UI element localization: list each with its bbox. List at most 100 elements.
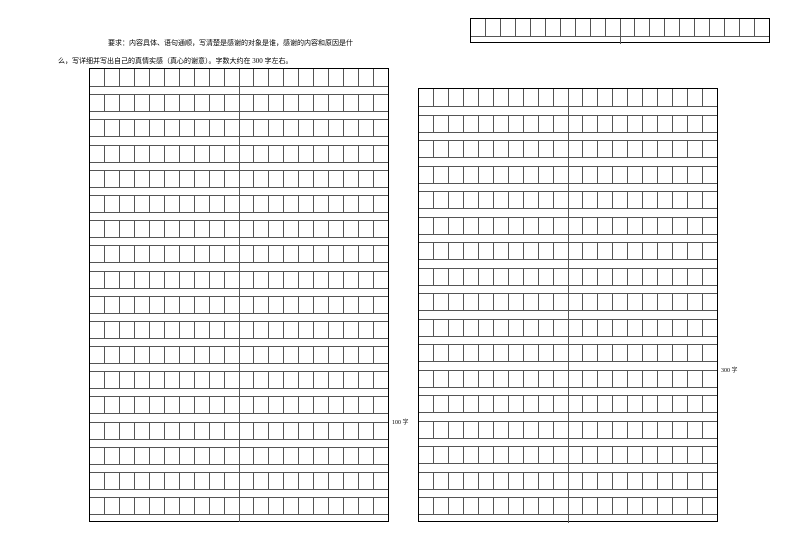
grid-cell	[493, 141, 508, 157]
grid-gap-half	[419, 209, 568, 217]
grid-cell	[358, 397, 373, 413]
grid-cell	[104, 69, 119, 86]
grid-cell	[358, 347, 373, 363]
grid-cell	[224, 171, 239, 187]
grid-row-cells	[90, 296, 388, 313]
grid-cell	[119, 171, 134, 187]
grid-cell	[358, 69, 373, 86]
grid-cell	[164, 221, 179, 237]
grid-row-cells	[90, 371, 388, 388]
grid-gap-half	[90, 314, 239, 321]
grid-cell	[702, 447, 717, 463]
grid-row-cells	[90, 346, 388, 363]
grid-cell	[419, 371, 433, 387]
grid-row-cells	[419, 497, 717, 514]
grid-row-gap	[90, 136, 388, 144]
grid-cell	[582, 218, 597, 234]
grid-cell	[253, 120, 268, 136]
grid-row-cells	[419, 89, 717, 106]
grid-cell	[313, 246, 328, 262]
grid-cell	[702, 345, 717, 361]
grid-row-gap	[419, 387, 717, 396]
grid-cell	[298, 473, 313, 489]
grid-gap-half	[239, 87, 388, 94]
grid-row-cells	[90, 145, 388, 162]
grid-cell	[657, 141, 672, 157]
grid-cell	[568, 320, 583, 336]
grid-cell	[90, 221, 104, 237]
grid-cell	[672, 345, 687, 361]
grid-cell	[164, 95, 179, 111]
grid-cell	[493, 447, 508, 463]
grid-cell	[194, 423, 209, 439]
grid-cell	[179, 272, 194, 288]
grid-cell	[419, 141, 433, 157]
grid-cell	[448, 192, 463, 208]
grid-cell	[553, 218, 568, 234]
grid-cell	[298, 347, 313, 363]
grid-cell	[582, 498, 597, 514]
grid-cell	[343, 498, 358, 514]
grid-row-cells	[419, 293, 717, 310]
grid-cell	[493, 498, 508, 514]
grid-cell	[642, 269, 657, 285]
grid-cell	[433, 243, 448, 259]
grid-cell	[538, 269, 553, 285]
grid-gap-half	[568, 260, 717, 268]
grid-cell	[253, 397, 268, 413]
grid-cell	[687, 447, 702, 463]
grid-cell	[179, 423, 194, 439]
grid-cell	[224, 69, 239, 86]
grid-row-cells	[419, 115, 717, 132]
grid-gap-half	[568, 439, 717, 447]
grid-row-gap	[90, 262, 388, 270]
grid-cell	[463, 473, 478, 489]
grid-cell	[104, 95, 119, 111]
grid-cell	[179, 95, 194, 111]
grid-cell	[597, 345, 612, 361]
grid-cell	[268, 372, 283, 388]
grid-row-cells	[90, 472, 388, 489]
grid-cell	[239, 473, 254, 489]
grid-cell	[582, 89, 597, 106]
grid-cell	[253, 423, 268, 439]
grid-cell	[419, 269, 433, 285]
grid-cell	[373, 347, 388, 363]
grid-gap-half	[419, 439, 568, 447]
grid-cell	[209, 397, 224, 413]
grid-cell	[149, 272, 164, 288]
grid-cell	[739, 19, 754, 36]
grid-cell	[553, 243, 568, 259]
grid-cell	[657, 192, 672, 208]
grid-gap-half	[90, 364, 239, 371]
grid-cell	[702, 269, 717, 285]
grid-gap-half	[90, 163, 239, 170]
grid-cell	[268, 196, 283, 212]
grid-cell	[553, 396, 568, 412]
grid-row-cells	[419, 370, 717, 387]
grid-cell	[90, 397, 104, 413]
grid-cell	[687, 269, 702, 285]
grid-cell	[538, 89, 553, 106]
grid-cell	[313, 498, 328, 514]
grid-cell	[358, 448, 373, 464]
grid-cell	[553, 167, 568, 183]
grid-cell	[597, 89, 612, 106]
grid-cell	[419, 167, 433, 183]
grid-cell	[268, 120, 283, 136]
grid-cell	[224, 221, 239, 237]
grid-cell	[239, 171, 254, 187]
grid-cell	[90, 95, 104, 111]
grid-gap-half	[419, 464, 568, 472]
grid-cell	[672, 294, 687, 310]
grid-cell	[194, 372, 209, 388]
grid-cell	[373, 322, 388, 338]
grid-cell	[553, 116, 568, 132]
grid-cell	[224, 372, 239, 388]
grid-cell	[358, 221, 373, 237]
grid-cell	[508, 167, 523, 183]
grid-cell	[268, 146, 283, 162]
grid-cell	[463, 447, 478, 463]
grid-cell	[508, 320, 523, 336]
grid-cell	[343, 322, 358, 338]
